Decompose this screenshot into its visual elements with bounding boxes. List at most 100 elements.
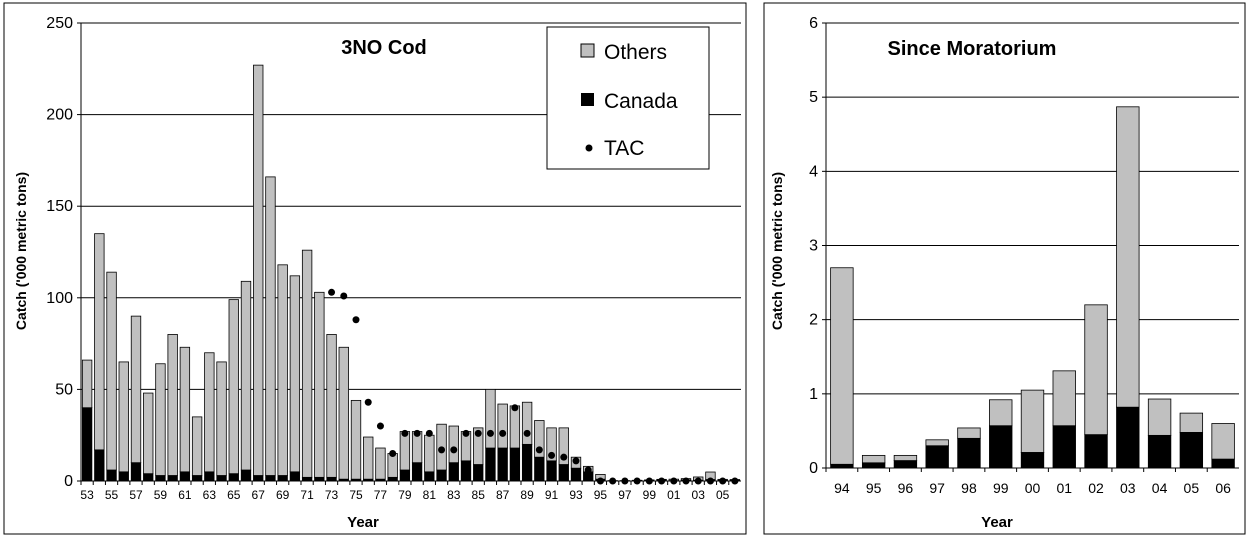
bar-canada-64 bbox=[216, 475, 227, 482]
x-tick-label: 01 bbox=[667, 488, 681, 502]
x-tick-label: 73 bbox=[325, 488, 339, 502]
y-tick-label: 250 bbox=[46, 15, 73, 32]
chart-1-tac-points bbox=[328, 288, 739, 485]
x-tick-label: 63 bbox=[203, 488, 217, 502]
bar-others-95 bbox=[861, 454, 886, 464]
bar-others-62 bbox=[191, 416, 203, 476]
bar-others-68 bbox=[265, 176, 276, 476]
bar-others-79 bbox=[399, 431, 411, 471]
x-tick-label: 06 bbox=[1215, 480, 1231, 496]
bar-others-90 bbox=[534, 420, 545, 458]
bar-canada-65 bbox=[228, 473, 239, 482]
x-tick-label: 69 bbox=[276, 488, 290, 502]
bar-others-96 bbox=[893, 454, 918, 461]
bar-others-75 bbox=[350, 399, 362, 480]
x-tick-label: 95 bbox=[594, 488, 608, 502]
bar-canada-81 bbox=[424, 471, 435, 482]
bar-others-66 bbox=[240, 280, 252, 471]
bar-canada-55 bbox=[106, 469, 117, 482]
chart-1-x-axis-label: Year bbox=[347, 514, 379, 531]
bar-canada-83 bbox=[448, 462, 459, 482]
x-tick-label: 67 bbox=[252, 488, 266, 502]
legend-others-swatch bbox=[580, 43, 595, 58]
y-tick-label: 4 bbox=[809, 163, 818, 180]
x-tick-label: 79 bbox=[398, 488, 412, 502]
y-tick-label: 100 bbox=[46, 290, 73, 307]
bar-canada-97 bbox=[925, 445, 949, 469]
bar-others-60 bbox=[167, 334, 178, 476]
bar-canada-70 bbox=[289, 471, 301, 482]
bar-others-71 bbox=[301, 249, 313, 478]
x-tick-label: 75 bbox=[349, 488, 363, 502]
tac-point-78 bbox=[389, 450, 397, 458]
x-tick-label: 02 bbox=[1088, 480, 1104, 496]
bar-canada-78 bbox=[387, 476, 398, 482]
bar-others-04 bbox=[1147, 398, 1172, 436]
x-tick-label: 91 bbox=[545, 488, 559, 502]
x-tick-label: 71 bbox=[300, 488, 314, 502]
tac-point-94 bbox=[584, 466, 592, 474]
bar-others-03 bbox=[1116, 106, 1140, 408]
tac-point-73 bbox=[328, 288, 336, 296]
tac-point-92 bbox=[560, 453, 568, 461]
bar-canada-03 bbox=[1116, 406, 1140, 469]
legend-canada-swatch bbox=[581, 93, 594, 106]
x-tick-label: 96 bbox=[898, 480, 914, 496]
y-tick-label: 2 bbox=[809, 312, 818, 329]
x-tick-label: 59 bbox=[154, 488, 168, 502]
bar-others-74 bbox=[338, 346, 349, 480]
bar-others-00 bbox=[1020, 389, 1045, 453]
bar-canada-66 bbox=[240, 469, 252, 482]
tac-point-83 bbox=[450, 446, 458, 454]
bar-others-05 bbox=[1179, 412, 1204, 433]
bar-others-98 bbox=[957, 427, 981, 439]
x-tick-label: 61 bbox=[178, 488, 192, 502]
bar-others-57 bbox=[130, 315, 142, 464]
chart-1-y-axis-label: Catch ('000 metric tons) bbox=[13, 172, 29, 330]
chart-2-title: Since Moratorium bbox=[888, 38, 1057, 60]
bar-canada-71 bbox=[301, 476, 313, 482]
x-tick-label: 81 bbox=[423, 488, 437, 502]
bar-canada-05 bbox=[1179, 431, 1204, 469]
bar-others-88 bbox=[509, 405, 521, 449]
tac-point-76 bbox=[364, 398, 372, 406]
bar-canada-62 bbox=[191, 475, 203, 482]
bar-others-72 bbox=[314, 291, 325, 478]
x-tick-label: 93 bbox=[569, 488, 583, 502]
x-tick-label: 05 bbox=[716, 488, 730, 502]
bar-canada-91 bbox=[546, 460, 557, 482]
bar-canada-54 bbox=[94, 449, 105, 482]
bar-canada-72 bbox=[314, 476, 325, 482]
x-tick-label: 87 bbox=[496, 488, 510, 502]
bar-others-55 bbox=[106, 271, 117, 471]
bar-canada-04 bbox=[1147, 434, 1172, 469]
bar-canada-95 bbox=[861, 462, 886, 469]
x-tick-label: 03 bbox=[1120, 480, 1136, 496]
tac-point-89 bbox=[523, 429, 531, 437]
bar-others-73 bbox=[326, 334, 337, 478]
x-tick-label: 77 bbox=[374, 488, 388, 502]
bar-canada-80 bbox=[411, 462, 423, 482]
bar-others-78 bbox=[387, 453, 398, 478]
x-tick-label: 99 bbox=[643, 488, 657, 502]
bar-canada-94 bbox=[830, 463, 854, 469]
bar-canada-53 bbox=[81, 407, 93, 482]
chart-2-y-axis-label: Catch ('000 metric tons) bbox=[769, 172, 785, 330]
legend-canada-label: Canada bbox=[604, 90, 678, 113]
bar-others-56 bbox=[118, 361, 129, 473]
tac-point-91 bbox=[548, 451, 556, 459]
y-tick-label: 6 bbox=[809, 15, 818, 32]
x-tick-label: 94 bbox=[834, 480, 850, 496]
bar-others-59 bbox=[155, 363, 166, 476]
bar-canada-00 bbox=[1020, 452, 1045, 469]
bar-others-54 bbox=[94, 233, 105, 451]
bar-others-61 bbox=[179, 346, 191, 473]
bar-others-58 bbox=[143, 392, 154, 475]
chart-1-x-tick-labels: 53 55 57 59 61 63 65 67 69 71 73 75 77 79 81 83 85 87 89 91… bbox=[80, 488, 729, 502]
bar-canada-59 bbox=[155, 475, 166, 482]
x-tick-label: 01 bbox=[1056, 480, 1072, 496]
bar-others-76 bbox=[363, 436, 374, 480]
tac-point-88 bbox=[511, 404, 519, 412]
bar-canada-87 bbox=[497, 447, 508, 482]
bar-canada-06 bbox=[1211, 458, 1235, 469]
